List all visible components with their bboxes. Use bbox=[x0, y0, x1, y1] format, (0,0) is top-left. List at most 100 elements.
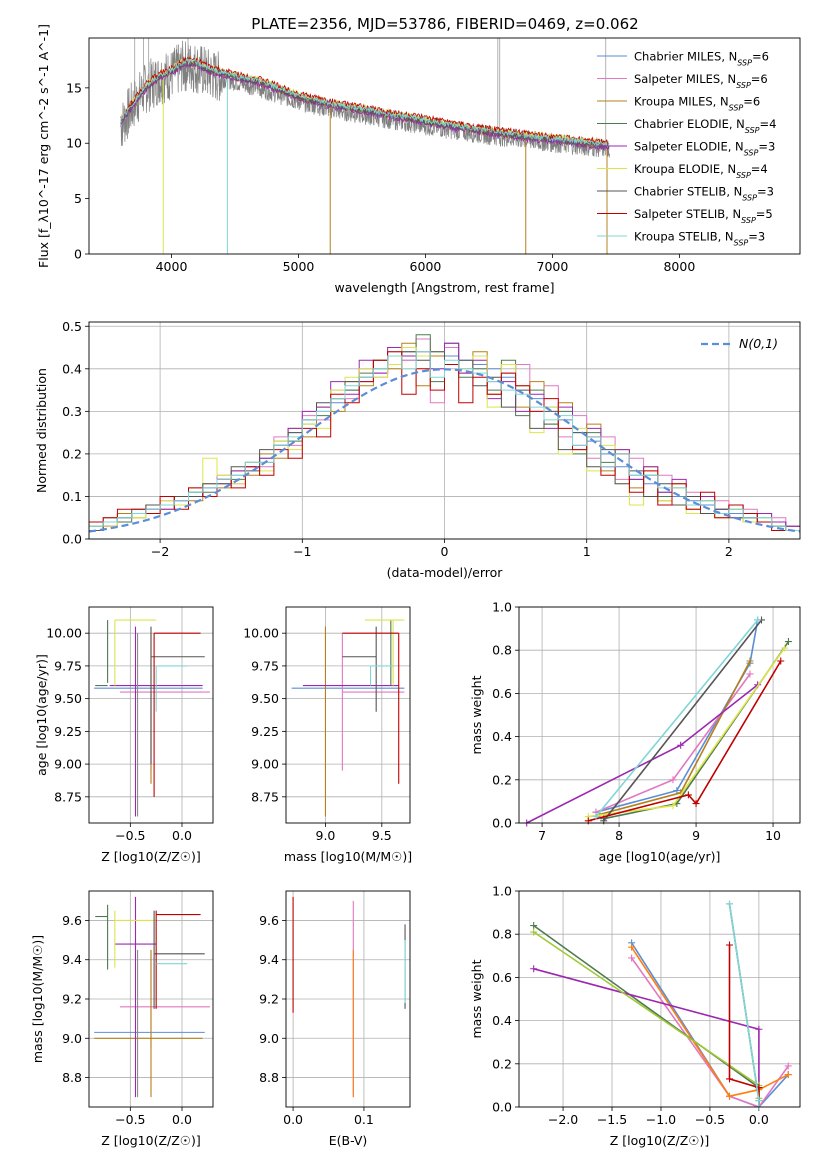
y-tick-label: 9.0 bbox=[259, 1031, 279, 1046]
legend-label: Chabrier STELIB, NSSP=3 bbox=[634, 185, 774, 203]
x-tick-label: 8 bbox=[615, 828, 623, 843]
legend-label: Chabrier MILES, NSSP=6 bbox=[634, 50, 769, 68]
weight-series-line bbox=[630, 946, 789, 1098]
y-tick-label: 9.75 bbox=[251, 658, 279, 673]
x-tick-label: 10 bbox=[765, 828, 781, 843]
axes-frame bbox=[88, 890, 214, 1108]
weight-point-marker bbox=[530, 965, 538, 973]
figure-title: PLATE=2356, MJD=53786, FIBERID=0469, z=0… bbox=[251, 15, 638, 33]
y-tick-label: 0.8 bbox=[492, 927, 512, 942]
weight-point-marker bbox=[755, 1025, 763, 1033]
y-tick-label: 8.8 bbox=[259, 1070, 279, 1085]
spectrum-legend: Chabrier MILES, NSSP=6 Salpeter MILES, NS… bbox=[597, 50, 776, 248]
residual-histogram bbox=[89, 351, 800, 539]
x-tick-label: 8000 bbox=[663, 259, 695, 274]
weight-series-line bbox=[595, 619, 759, 818]
normal-distribution-curve bbox=[89, 368, 800, 533]
y-tick-label: 0.5 bbox=[62, 319, 82, 334]
weight-point-marker bbox=[628, 954, 636, 962]
mass-vs-Z-plot: −0.5 0.0 8.8 9.0 9.2 9.4 9.6 Z [log10(Z/Z☉)] mas… bbox=[30, 890, 214, 1148]
weight-vs-age-plot: 7 8 9 10 0.0 0.2 0.4 0.6 0.8 1.0 age [log10(age/yr… bbox=[469, 600, 801, 864]
y-axis-label: Flux [f_λ10^-17 erg cm^-2 s^-1 A^-1] bbox=[36, 24, 51, 268]
weight-point-marker bbox=[784, 1071, 792, 1079]
y-tick-label: 0.0 bbox=[492, 816, 512, 831]
legend-label: Kroupa STELIB, NSSP=3 bbox=[634, 230, 765, 248]
weight-series-line bbox=[533, 931, 760, 1099]
y-tick-label: 0.8 bbox=[492, 643, 512, 658]
y-tick-label: 10 bbox=[66, 136, 82, 151]
legend-nssp-value: =3 bbox=[748, 230, 765, 244]
y-tick-label: 0.6 bbox=[492, 686, 512, 701]
mass-vs-EBV-plot: 0.0 0.1 8.8 9.0 9.2 9.4 9.6 E(B-V) bbox=[259, 890, 411, 1148]
weight-series-line bbox=[533, 924, 760, 1107]
legend-subscript: SSP bbox=[742, 193, 757, 202]
weight-point-marker bbox=[746, 657, 754, 665]
y-tick-label: 9.25 bbox=[251, 724, 279, 739]
x-axis-label: wavelength [Angstrom, rest frame] bbox=[334, 280, 554, 295]
legend-nssp-value: =6 bbox=[752, 50, 769, 64]
y-tick-label: 0.4 bbox=[62, 361, 82, 376]
weight-point-marker bbox=[673, 787, 681, 795]
x-axis-label: (data-model)/error bbox=[387, 565, 504, 580]
weight-point-marker bbox=[784, 638, 792, 646]
y-axis-label: mass weight bbox=[469, 675, 484, 754]
x-tick-label: 0.0 bbox=[172, 828, 192, 843]
spectrum-plot: 4000 5000 6000 7000 8000 0 5 10 15 wavelength [An… bbox=[36, 24, 801, 295]
y-tick-label: 5 bbox=[74, 191, 82, 206]
legend-nssp-value: =4 bbox=[751, 162, 768, 176]
x-axis-label: mass [log10(M/M☉)] bbox=[284, 849, 412, 864]
y-tick-label: 8.75 bbox=[54, 789, 82, 804]
age-vs-mass-plot: 9.0 9.5 8.75 9.00 9.25 9.50 9.75 10.00 mass [log… bbox=[243, 606, 412, 864]
x-tick-label: 0.0 bbox=[749, 1112, 769, 1127]
weight-series-line bbox=[603, 619, 763, 822]
axes-frame bbox=[285, 606, 411, 824]
legend-nssp-value: =6 bbox=[751, 72, 768, 86]
x-tick-label: 5000 bbox=[283, 259, 315, 274]
x-tick-label: −1.0 bbox=[646, 1112, 676, 1127]
model-spectrum-line bbox=[120, 57, 610, 148]
weight-point-marker bbox=[784, 1062, 792, 1070]
y-axis-label: age [log10(age/yr)] bbox=[34, 654, 49, 776]
weight-point-marker bbox=[746, 670, 754, 678]
weight-series-line bbox=[630, 957, 789, 1107]
y-axis-label: mass weight bbox=[469, 959, 484, 1038]
x-tick-label: 9.0 bbox=[316, 828, 336, 843]
y-tick-label: 10.00 bbox=[46, 626, 82, 641]
x-axis-label: Z [log10(Z/Z☉)] bbox=[610, 1133, 710, 1148]
x-tick-label: 4000 bbox=[156, 259, 188, 274]
legend-subscript: SSP bbox=[729, 103, 744, 112]
legend-nssp-value: =6 bbox=[743, 95, 760, 109]
weight-point-marker bbox=[726, 900, 734, 908]
legend-subscript: SSP bbox=[737, 58, 752, 67]
weight-point-marker bbox=[754, 616, 762, 624]
y-tick-label: 8.75 bbox=[251, 789, 279, 804]
y-tick-label: 9.50 bbox=[54, 691, 82, 706]
legend-label: Kroupa ELODIE, NSSP=4 bbox=[634, 162, 768, 180]
y-tick-label: 0.2 bbox=[62, 446, 82, 461]
x-tick-label: 0.0 bbox=[172, 1112, 192, 1127]
legend-subscript: SSP bbox=[736, 81, 751, 90]
weight-point-marker bbox=[530, 922, 538, 930]
axes-frame bbox=[88, 606, 214, 824]
legend-subscript: SSP bbox=[736, 171, 751, 180]
weight-point-marker bbox=[726, 1075, 734, 1083]
x-tick-label: −0.5 bbox=[115, 1112, 145, 1127]
y-tick-label: 0.0 bbox=[492, 1100, 512, 1115]
x-tick-label: −2 bbox=[151, 544, 169, 559]
weight-vs-Z-plot: −2.0 −1.5 −1.0 −0.5 0.0 0.0 0.2 0.4 0.6 0.8 1.0 Z [… bbox=[469, 884, 801, 1148]
legend-label: N(0,1) bbox=[739, 336, 778, 351]
y-tick-label: 9.0 bbox=[62, 1031, 82, 1046]
legend-nssp-value: =5 bbox=[756, 207, 773, 221]
y-tick-label: 0 bbox=[74, 247, 82, 262]
legend-nssp-value: =3 bbox=[758, 140, 775, 154]
y-tick-label: 9.00 bbox=[54, 757, 82, 772]
y-tick-label: 15 bbox=[66, 80, 82, 95]
x-axis-label: Z [log10(Z/Z☉)] bbox=[101, 849, 201, 864]
x-tick-label: 7000 bbox=[537, 259, 569, 274]
legend-nssp-value: =3 bbox=[757, 185, 774, 199]
y-tick-label: 9.75 bbox=[54, 658, 82, 673]
age-vs-Z-plot: −0.5 0.0 8.75 9.00 9.25 9.50 9.75 10.00 Z [log10… bbox=[34, 606, 214, 864]
legend-subscript: SSP bbox=[744, 148, 759, 157]
weight-series-line bbox=[588, 660, 782, 822]
